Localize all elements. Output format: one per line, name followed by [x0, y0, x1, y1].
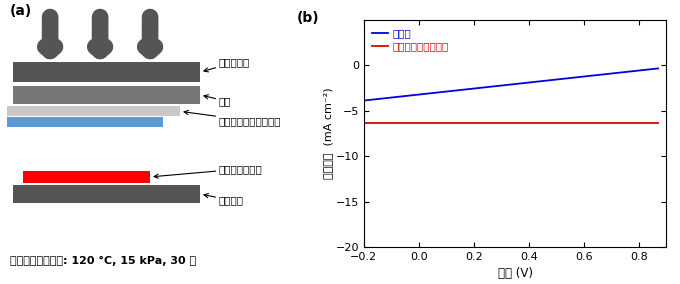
Text: ステージ: ステージ: [204, 194, 243, 205]
Bar: [14, 86, 200, 104]
Bar: [7, 106, 180, 116]
Text: 超薄型太陽電池: 超薄型太陽電池: [154, 164, 262, 178]
ホットメルト接着後: [500, 121, 508, 125]
ホットメルト接着後: [654, 121, 662, 125]
Legend: 接着前, ホットメルト接着後: 接着前, ホットメルト接着後: [369, 25, 452, 55]
Text: (b): (b): [297, 11, 320, 25]
Bar: [14, 62, 200, 82]
接着前: [519, 82, 527, 85]
接着前: [360, 99, 368, 102]
ホットメルト接着後: [535, 121, 543, 125]
Y-axis label: 電流密度  (mA cm⁻²): 電流密度 (mA cm⁻²): [323, 88, 333, 179]
ホットメルト接着後: [501, 121, 509, 125]
ホットメルト接着後: [647, 121, 655, 125]
Bar: [23, 171, 150, 183]
Bar: [14, 185, 200, 203]
接着前: [647, 68, 655, 71]
接着前: [535, 80, 543, 83]
Text: (a): (a): [10, 4, 33, 18]
Text: ホットメルト条件: 120 °C, 15 kPa, 30 秒: ホットメルト条件: 120 °C, 15 kPa, 30 秒: [10, 256, 197, 266]
接着前: [654, 67, 662, 70]
接着前: [500, 83, 508, 87]
ホットメルト接着後: [601, 121, 609, 125]
ホットメルト接着後: [360, 121, 368, 125]
接着前: [501, 83, 509, 87]
Line: 接着前: 接着前: [364, 68, 658, 101]
Bar: [7, 117, 163, 127]
X-axis label: 電圧 (V): 電圧 (V): [498, 268, 532, 281]
接着前: [601, 72, 609, 76]
Text: 布地: 布地: [204, 95, 231, 106]
ホットメルト接着後: [519, 121, 527, 125]
Text: ヒーター板: ヒーター板: [204, 57, 250, 72]
Text: ホットメルトフィルム: ホットメルトフィルム: [184, 110, 281, 126]
